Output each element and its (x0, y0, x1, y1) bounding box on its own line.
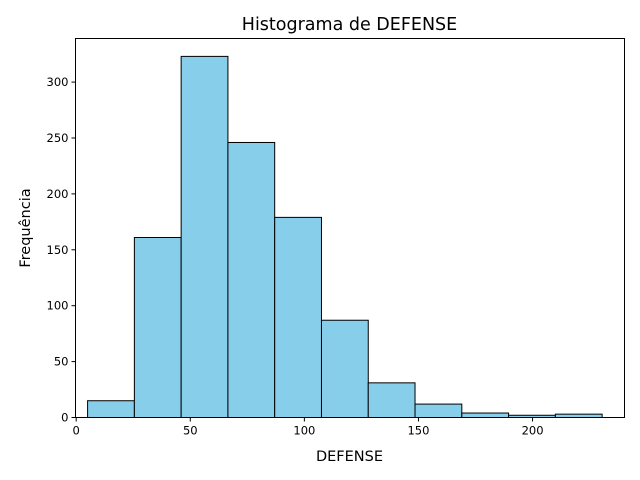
histogram-bar (320, 319, 369, 419)
histogram-bar (87, 400, 135, 419)
bars-group (87, 55, 603, 419)
histogram-bar (180, 55, 229, 418)
x-tick-label: 100 (293, 424, 315, 438)
histogram-bar (554, 413, 603, 419)
histogram-bar (274, 216, 322, 418)
y-tick-label: 0 (61, 411, 68, 425)
plot-frame (75, 38, 625, 418)
y-tick-label: 150 (47, 243, 69, 257)
histogram-bar (414, 403, 463, 419)
chart-title: Histograma de DEFENSE (242, 15, 457, 35)
y-tick-label: 200 (47, 187, 69, 201)
histogram-bar (227, 141, 276, 418)
x-axis-ticks: 0 50 100 150 200 (73, 417, 544, 438)
y-axis-label: Frequência (18, 188, 34, 267)
y-tick-label: 300 (47, 75, 69, 89)
histogram-bar (367, 382, 416, 419)
histogram-bar (133, 237, 182, 418)
y-tick-label: 250 (47, 131, 69, 145)
x-tick-label: 150 (407, 424, 429, 438)
y-axis-ticks: 0 50 100 150 200 250 300 (47, 75, 76, 425)
x-tick-label: 50 (183, 424, 198, 438)
x-tick-label: 0 (73, 424, 80, 438)
x-axis-label: DEFENSE (316, 449, 383, 465)
histogram-bar (461, 412, 510, 418)
y-tick-label: 100 (47, 299, 69, 313)
y-tick-label: 50 (54, 355, 69, 369)
x-tick-label: 200 (522, 424, 544, 438)
